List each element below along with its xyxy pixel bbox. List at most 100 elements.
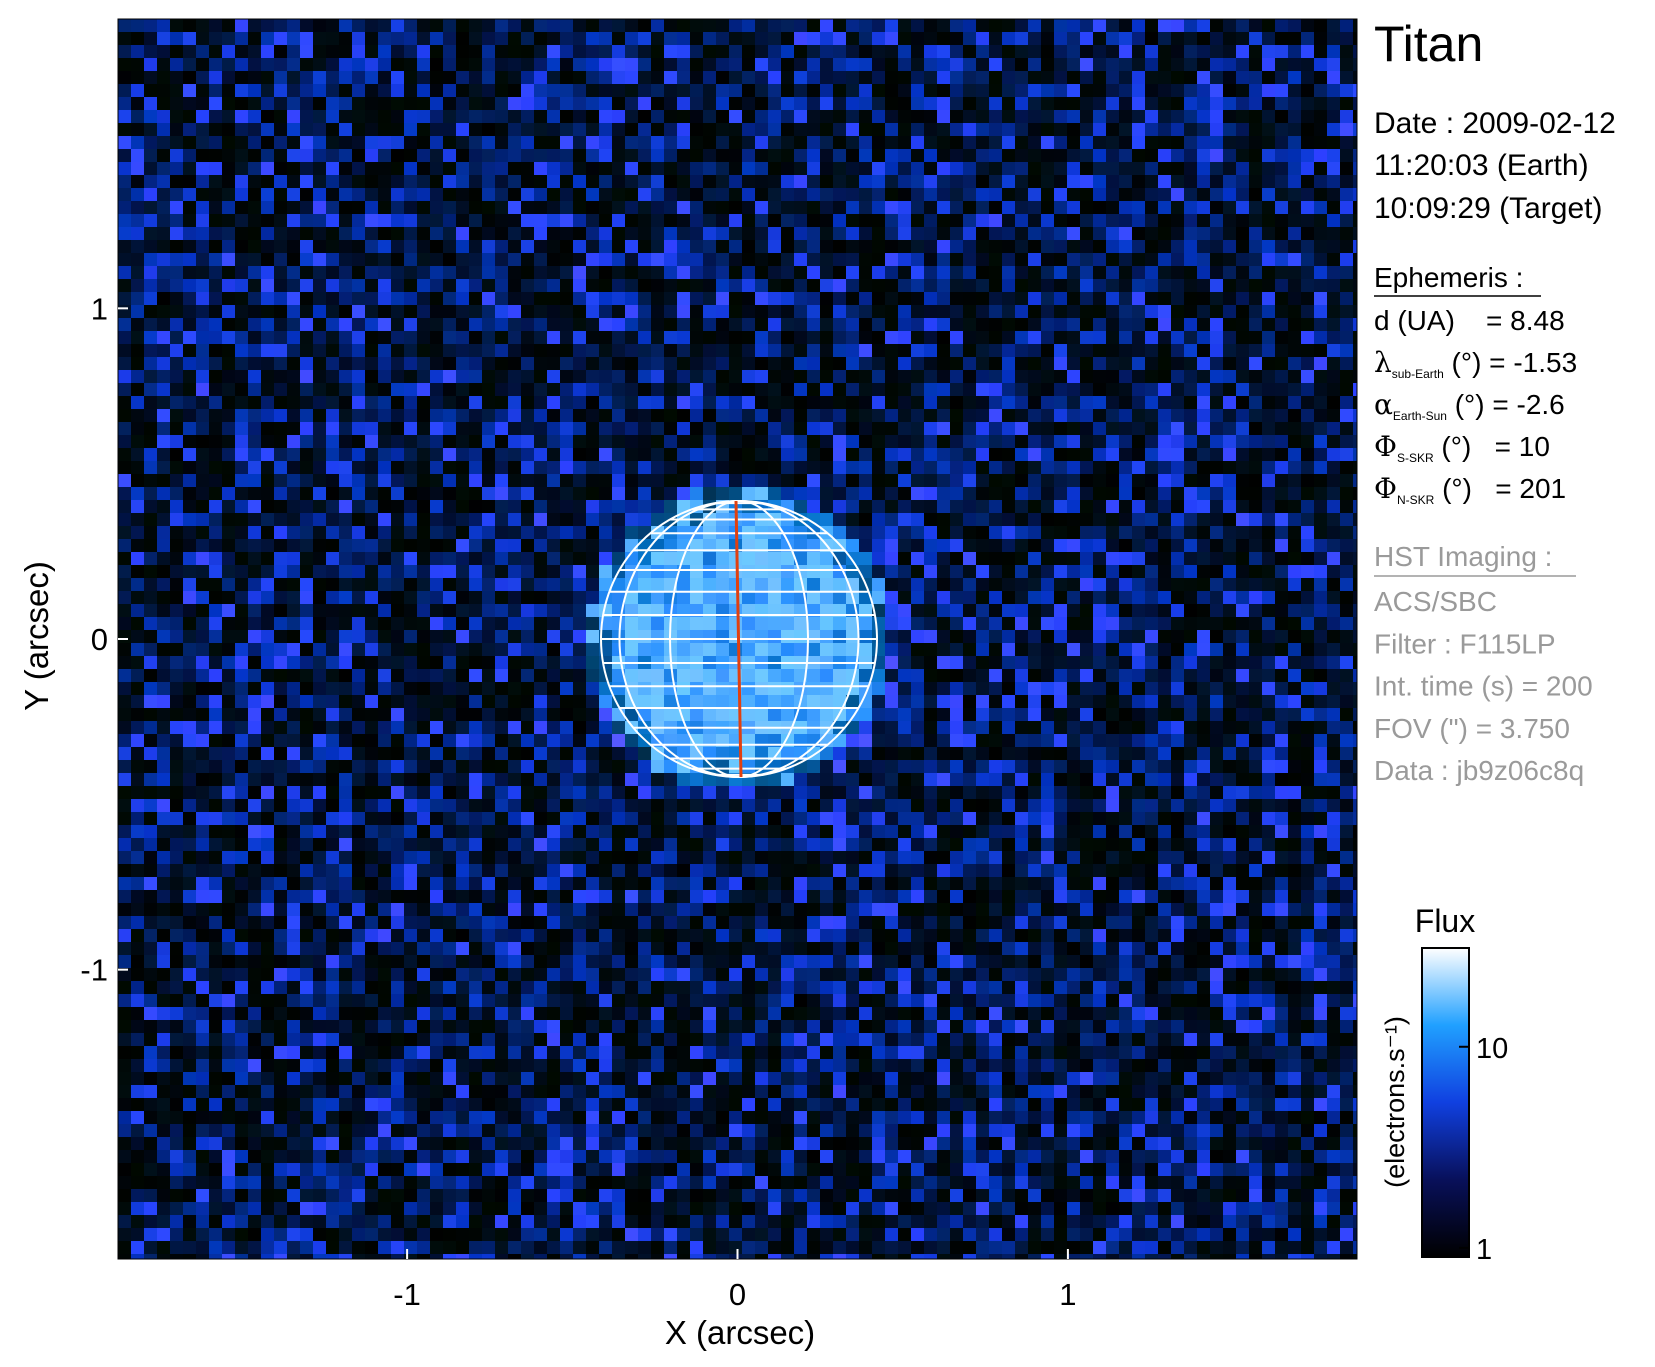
pixel xyxy=(1223,123,1236,136)
pixel xyxy=(1015,487,1028,500)
pixel xyxy=(924,58,937,71)
pixel xyxy=(846,97,859,110)
pixel xyxy=(1210,422,1223,435)
pixel xyxy=(1093,331,1106,344)
pixel xyxy=(1041,513,1054,526)
pixel xyxy=(807,266,820,279)
pixel xyxy=(209,110,222,123)
pixel xyxy=(729,227,742,240)
pixel xyxy=(261,565,274,578)
pixel xyxy=(1197,474,1210,487)
pixel xyxy=(1132,253,1145,266)
pixel xyxy=(872,669,885,682)
pixel xyxy=(677,71,690,84)
pixel xyxy=(1340,110,1353,123)
pixel xyxy=(1314,669,1327,682)
pixel xyxy=(703,396,716,409)
pixel xyxy=(1210,409,1223,422)
pixel xyxy=(1119,591,1132,604)
pixel xyxy=(833,370,846,383)
pixel xyxy=(131,188,144,201)
pixel xyxy=(664,175,677,188)
pixel xyxy=(1184,214,1197,227)
pixel xyxy=(677,630,690,643)
pixel xyxy=(807,58,820,71)
pixel xyxy=(560,136,573,149)
pixel xyxy=(755,136,768,149)
pixel xyxy=(677,331,690,344)
pixel xyxy=(963,97,976,110)
pixel xyxy=(781,409,794,422)
pixel xyxy=(1028,279,1041,292)
pixel xyxy=(469,240,482,253)
pixel xyxy=(404,292,417,305)
pixel xyxy=(196,123,209,136)
pixel xyxy=(131,344,144,357)
pixel xyxy=(1262,201,1275,214)
pixel xyxy=(924,253,937,266)
pixel xyxy=(989,357,1002,370)
pixel xyxy=(430,409,443,422)
pixel xyxy=(1314,552,1327,565)
pixel xyxy=(1197,58,1210,71)
pixel xyxy=(924,409,937,422)
pixel xyxy=(339,370,352,383)
pixel xyxy=(612,175,625,188)
pixel xyxy=(937,279,950,292)
pixel xyxy=(1314,58,1327,71)
pixel xyxy=(235,682,248,695)
pixel xyxy=(170,565,183,578)
pixel xyxy=(508,123,521,136)
pixel xyxy=(521,591,534,604)
pixel xyxy=(1353,383,1357,396)
pixel xyxy=(859,435,872,448)
pixel xyxy=(1054,292,1067,305)
pixel xyxy=(534,591,547,604)
pixel xyxy=(1262,552,1275,565)
pixel xyxy=(482,84,495,97)
pixel xyxy=(794,84,807,97)
pixel xyxy=(1002,500,1015,513)
pixel xyxy=(1067,344,1080,357)
pixel xyxy=(430,682,443,695)
pixel xyxy=(807,292,820,305)
pixel xyxy=(1262,188,1275,201)
pixel xyxy=(885,344,898,357)
pixel xyxy=(508,253,521,266)
pixel xyxy=(1158,71,1171,84)
pixel xyxy=(1106,45,1119,58)
pixel xyxy=(235,396,248,409)
pixel xyxy=(1119,370,1132,383)
pixel xyxy=(846,253,859,266)
pixel xyxy=(976,97,989,110)
pixel xyxy=(287,344,300,357)
pixel xyxy=(482,669,495,682)
pixel xyxy=(521,578,534,591)
pixel xyxy=(443,643,456,656)
pixel xyxy=(482,578,495,591)
pixel xyxy=(131,448,144,461)
pixel xyxy=(1327,357,1340,370)
pixel xyxy=(1015,656,1028,669)
pixel xyxy=(781,318,794,331)
pixel xyxy=(1314,461,1327,474)
pixel xyxy=(183,162,196,175)
pixel xyxy=(443,604,456,617)
pixel xyxy=(222,604,235,617)
pixel xyxy=(482,383,495,396)
pixel xyxy=(508,201,521,214)
pixel xyxy=(599,604,612,617)
pixel xyxy=(417,279,430,292)
pixel xyxy=(768,435,781,448)
pixel xyxy=(430,539,443,552)
pixel xyxy=(1158,19,1171,32)
pixel xyxy=(313,188,326,201)
pixel xyxy=(235,305,248,318)
pixel xyxy=(1041,396,1054,409)
pixel xyxy=(846,266,859,279)
pixel xyxy=(651,318,664,331)
pixel xyxy=(287,669,300,682)
pixel xyxy=(274,487,287,500)
pixel xyxy=(1171,292,1184,305)
pixel xyxy=(651,201,664,214)
